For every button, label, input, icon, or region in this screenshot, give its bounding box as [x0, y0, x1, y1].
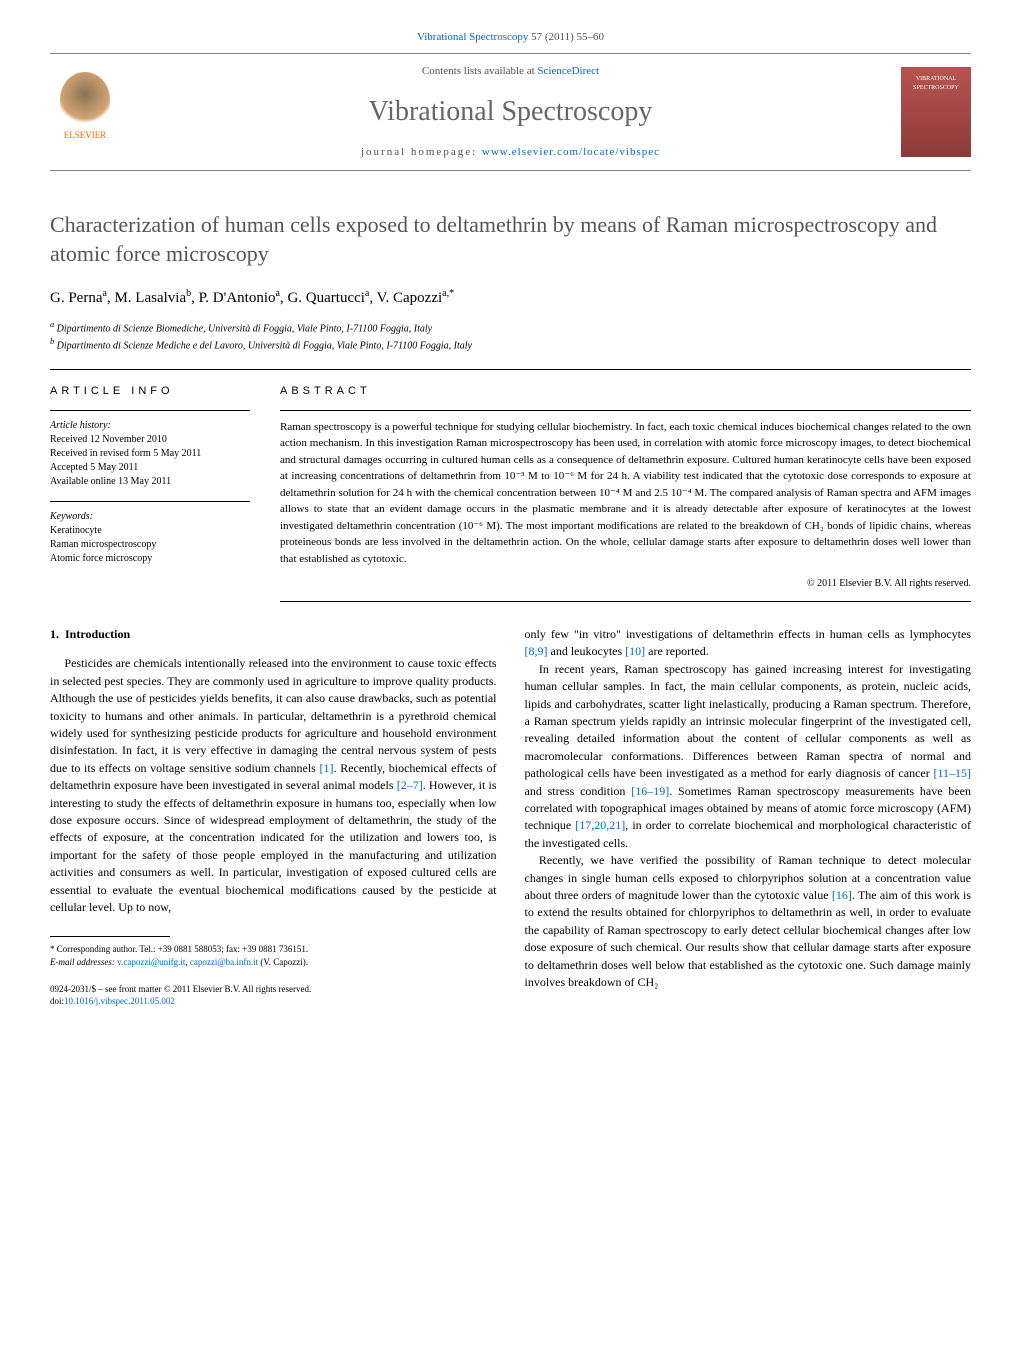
citation-suffix: 57 (2011) 55–60 [531, 31, 604, 43]
accepted-date: Accepted 5 May 2011 [50, 461, 250, 475]
intro-paragraph-1: Pesticides are chemicals intentionally r… [50, 655, 497, 916]
header-center: Contents lists available at ScienceDirec… [120, 64, 901, 160]
ref-link[interactable]: [11–15] [933, 766, 971, 780]
citation-link[interactable]: Vibrational Spectroscopy [417, 31, 528, 43]
right-column: only few "in vitro" investigations of de… [525, 626, 972, 1008]
ref-link[interactable]: [17,20,21] [575, 818, 625, 832]
ref-link[interactable]: [16] [832, 888, 852, 902]
issn-line: 0924-2031/$ – see front matter © 2011 El… [50, 983, 497, 996]
email-link[interactable]: v.capozzi@unifg.it [117, 957, 185, 967]
publisher-name: ELSEVIER [64, 129, 107, 142]
homepage-prefix: journal homepage: [361, 146, 482, 158]
abstract-column: ABSTRACT Raman spectroscopy is a powerfu… [280, 384, 971, 602]
journal-header-box: ELSEVIER Contents lists available at Sci… [50, 53, 971, 171]
journal-cover-thumbnail: VIBRATIONAL SPECTROSCOPY [901, 67, 971, 157]
cover-title: VIBRATIONAL SPECTROSCOPY [905, 75, 967, 92]
doi-line: doi:10.1016/j.vibspec.2011.05.002 [50, 995, 497, 1008]
journal-title: Vibrational Spectroscopy [120, 92, 901, 131]
doi-link[interactable]: 10.1016/j.vibspec.2011.05.002 [64, 996, 175, 1006]
keyword-item: Keratinocyte [50, 524, 250, 538]
footnote-text: Corresponding author. Tel.: +39 0881 588… [57, 944, 308, 954]
body-columns: 1. Introduction Pesticides are chemicals… [50, 626, 971, 1008]
citation-header: Vibrational Spectroscopy 57 (2011) 55–60 [50, 30, 971, 45]
keyword-item: Raman microspectroscopy [50, 538, 250, 552]
publisher-logo: ELSEVIER [50, 72, 120, 152]
footnote-marker: * [50, 944, 55, 954]
footnote-separator [50, 936, 170, 937]
affiliations: a Dipartimento di Scienze Biomediche, Un… [50, 319, 971, 354]
abstract-header: ABSTRACT [280, 384, 971, 399]
corresponding-author-footnote: * Corresponding author. Tel.: +39 0881 5… [50, 943, 497, 968]
history-block: Article history: Received 12 November 20… [50, 410, 250, 489]
abstract-copyright: © 2011 Elsevier B.V. All rights reserved… [280, 577, 971, 602]
article-info-column: ARTICLE INFO Article history: Received 1… [50, 384, 250, 602]
ref-link[interactable]: [16–19] [631, 784, 669, 798]
info-abstract-row: ARTICLE INFO Article history: Received 1… [50, 369, 971, 602]
ref-link[interactable]: [2–7] [397, 778, 423, 792]
email-link[interactable]: capozzi@ba.infn.it [190, 957, 258, 967]
section-1-title: 1. Introduction [50, 626, 497, 643]
contents-prefix: Contents lists available at [422, 65, 537, 77]
keywords-block: Keywords: Keratinocyte Raman microspectr… [50, 501, 250, 566]
keyword-item: Atomic force microscopy [50, 552, 250, 566]
ref-link[interactable]: [8,9] [525, 644, 548, 658]
left-column: 1. Introduction Pesticides are chemicals… [50, 626, 497, 1008]
history-label: Article history: [50, 419, 250, 433]
ref-link[interactable]: [1] [320, 761, 334, 775]
ref-link[interactable]: [10] [625, 644, 645, 658]
keywords-label: Keywords: [50, 510, 250, 524]
homepage-line: journal homepage: www.elsevier.com/locat… [120, 145, 901, 160]
sciencedirect-link[interactable]: ScienceDirect [537, 65, 599, 77]
article-info-header: ARTICLE INFO [50, 384, 250, 399]
article-title: Characterization of human cells exposed … [50, 211, 971, 268]
intro-paragraph-2: In recent years, Raman spectroscopy has … [525, 661, 972, 852]
page-footer: 0924-2031/$ – see front matter © 2011 El… [50, 983, 497, 1008]
email-label: E-mail addresses: [50, 957, 117, 967]
affiliation-a: a Dipartimento di Scienze Biomediche, Un… [50, 319, 971, 336]
online-date: Available online 13 May 2011 [50, 475, 250, 489]
contents-line: Contents lists available at ScienceDirec… [120, 64, 901, 79]
received-date: Received 12 November 2010 [50, 433, 250, 447]
homepage-link[interactable]: www.elsevier.com/locate/vibspec [482, 146, 660, 158]
elsevier-tree-icon [60, 72, 110, 127]
affiliation-b: b Dipartimento di Scienze Mediche e del … [50, 336, 971, 353]
revised-date: Received in revised form 5 May 2011 [50, 447, 250, 461]
intro-paragraph-3: Recently, we have verified the possibili… [525, 852, 972, 991]
authors-line: G. Pernaa, M. Lasalviab, P. D'Antonioa, … [50, 287, 971, 309]
abstract-text: Raman spectroscopy is a powerful techniq… [280, 410, 971, 568]
intro-paragraph-1-cont: only few "in vitro" investigations of de… [525, 626, 972, 661]
